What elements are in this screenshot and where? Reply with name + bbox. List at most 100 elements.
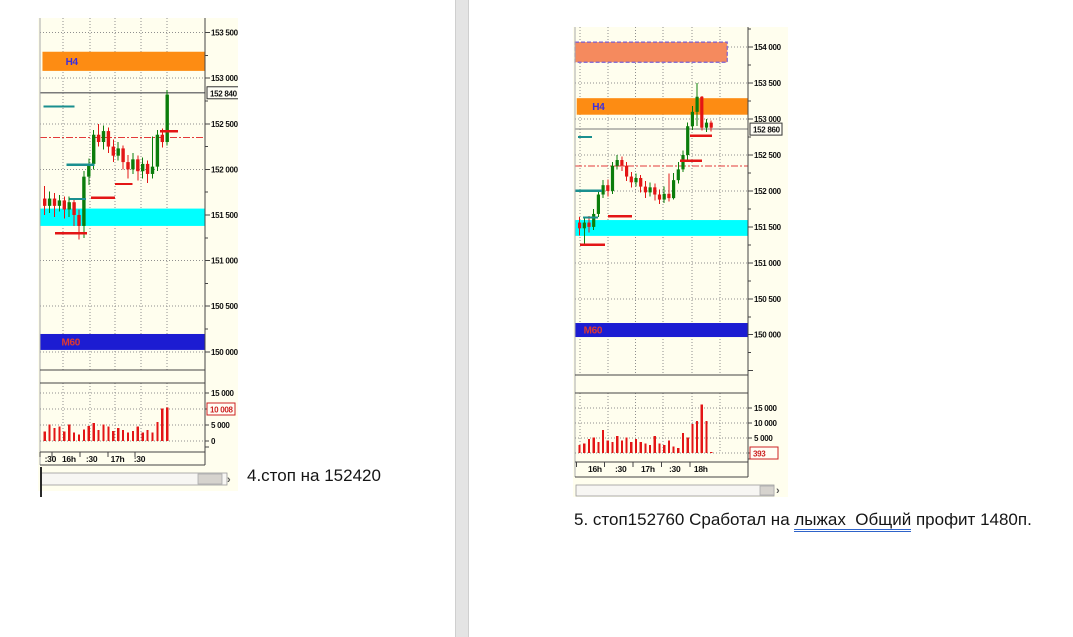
candle-body [87,163,91,177]
candle-body [96,134,101,143]
chart-1-svg: H4 M60 153 500 153 000 152 500 152 000 151 500… [39,18,238,486]
candle-body [72,202,76,215]
candle-body [82,176,86,226]
price-tick-label: 150 000 [754,331,782,340]
candle-body [131,159,135,170]
candle-body [676,169,680,181]
volume-tick-label: 10 000 [754,419,778,428]
caption-5-suffix: профит 1480п. [911,510,1032,529]
price-tick-label: 150 500 [754,295,782,304]
candle-body [121,148,125,163]
hscrollbar-thumb[interactable] [759,485,775,496]
candle-body [116,148,120,156]
candle-body [52,198,57,206]
band-label-H4: H4 [66,57,79,68]
candle-body [667,193,671,199]
candle-body [126,162,130,170]
current-price-value: 152 860 [753,126,781,135]
time-label: :30 [134,454,146,464]
price-tick-label: 151 500 [754,223,782,232]
candle-body [648,187,652,193]
candle-body [709,122,713,128]
candle-body [596,194,600,214]
time-label: 17h [641,464,655,474]
candle-body [150,166,155,174]
price-tick-label: 152 000 [754,187,782,196]
candle-body [136,159,140,172]
candle-body [111,146,115,156]
chart-screenshot-1[interactable]: H4 M60 153 500 153 000 152 500 152 000 151 500… [38,18,238,491]
zone-band-H4 [42,51,205,71]
hscroll-right-arrow-icon[interactable]: › [776,485,780,497]
price-tick-label: 151 500 [211,211,238,220]
candle-body [155,134,160,167]
price-tick-label: 153 000 [754,115,782,124]
zone-band-cyan [575,220,748,236]
zone-band-salmon [574,41,728,63]
caption-trade-5: 5. стоп152760 Сработал на лыжах Общий пр… [574,510,1032,532]
candle-body [620,160,624,166]
time-label: :30 [86,454,98,464]
volume-tick-label: 0 [211,437,216,446]
candle-body [686,126,690,155]
candle-body [47,198,52,206]
price-tick-label: 152 500 [211,120,238,129]
time-label: 18h [694,464,708,474]
zone-band-cyan [40,208,205,226]
volume-tick-label: 5 000 [754,434,773,443]
band-label-H4: H4 [592,102,605,113]
candle-body [662,193,666,200]
time-label: :30 [615,464,627,474]
caption-5-underlined: лыжах Общий [794,510,912,532]
candle-body [160,134,164,143]
candle-body [106,131,111,147]
time-label: :30 [45,454,57,464]
candle-body [587,222,591,227]
price-tick-label: 151 000 [754,259,782,268]
zone-band-H4 [576,98,748,115]
candle-body [615,160,619,166]
candle-body [695,96,699,112]
candle-body [639,177,643,187]
time-label: 16h [62,454,76,464]
chart-screenshot-2[interactable]: H4 M60 154 000 153 500 153 000 152 500 152 000… [573,27,788,497]
candle-body [92,134,96,164]
time-label: :30 [669,464,681,474]
candle-body [629,176,633,183]
hscrollbar-thumb[interactable] [197,473,223,485]
candle-body [101,131,106,143]
volume-tick-label: 15 000 [754,404,778,413]
hscroll-right-arrow-icon[interactable]: › [227,474,231,486]
candle-body [643,186,647,193]
band-label-M60: M60 [61,337,80,348]
candle-body [704,122,709,128]
candle-body [582,222,586,229]
zone-band-M60 [40,333,205,350]
candle-body [610,165,615,191]
current-volume-value: 10 008 [210,406,234,415]
candle-body [653,187,657,195]
caption-trade-4: 4.стоп на 152420 [247,466,381,486]
price-tick-label: 153 000 [211,74,238,83]
candle-body [145,163,150,174]
candle-body [690,111,694,127]
price-tick-label: 150 500 [211,302,238,311]
candle-body [165,94,169,143]
candle-body [672,180,676,199]
current-volume-box [749,446,779,460]
candle-body [681,154,685,170]
text-cursor-caret [40,467,42,497]
hscrollbar-track[interactable] [575,484,775,497]
caption-5-prefix: 5. стоп152760 Сработал на [574,510,795,529]
price-tick-label: 153 500 [754,79,782,88]
current-price-value: 152 840 [210,89,238,98]
price-tick-label: 150 000 [211,348,238,357]
chart-2-svg: H4 M60 154 000 153 500 153 000 152 500 152 000… [574,27,783,497]
page-gap-divider [455,0,469,637]
candle-body [43,198,47,206]
candle-body [601,185,605,195]
candle-body [77,214,81,226]
candle-body [57,200,62,206]
candle-body [592,213,596,227]
